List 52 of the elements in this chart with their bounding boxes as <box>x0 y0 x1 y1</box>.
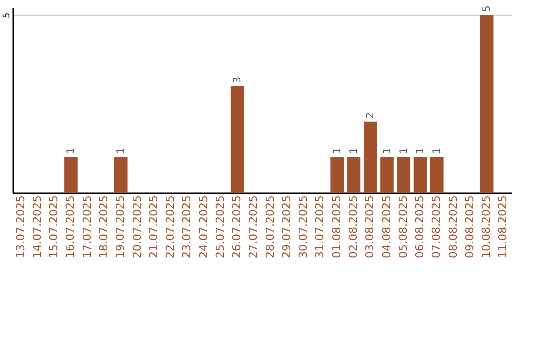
x-tick-label: 20.07.2025 <box>130 196 144 258</box>
data-label: 5 <box>482 6 494 12</box>
bar <box>430 157 444 193</box>
x-tick-label: 05.08.2025 <box>396 196 410 258</box>
bar <box>230 86 244 193</box>
x-tick-label: 15.07.2025 <box>48 196 61 258</box>
x-tick-label: 26.07.2025 <box>230 196 244 258</box>
x-tick-label: 14.07.2025 <box>30 196 44 258</box>
x-tick-label: 08.08.2025 <box>446 196 460 258</box>
x-tick-label: 06.08.2025 <box>414 196 427 258</box>
data-label: 1 <box>116 148 128 154</box>
data-label: 1 <box>382 148 394 154</box>
data-label: 3 <box>232 76 244 84</box>
x-tick-label: 30.07.2025 <box>297 196 310 258</box>
x-tick-label: 27.07.2025 <box>247 196 260 258</box>
data-label: 1 <box>398 148 410 154</box>
x-tick-label: 22.07.2025 <box>164 196 178 258</box>
data-label: 1 <box>66 148 78 154</box>
data-label: 1 <box>432 148 444 154</box>
data-label: 1 <box>348 148 360 154</box>
bar <box>414 157 428 193</box>
x-tick-label: 23.07.2025 <box>180 196 194 258</box>
x-tick-label: 13.07.2025 <box>14 196 28 258</box>
x-tick-label: 10.08.2025 <box>480 196 494 258</box>
x-tick-label: 04.08.2025 <box>380 196 394 258</box>
x-tick-label: 31.07.2025 <box>314 196 327 258</box>
bar <box>347 157 361 193</box>
bar <box>330 157 344 193</box>
x-tick-label: 21.07.2025 <box>147 196 160 258</box>
x-tick-label: 18.07.2025 <box>97 196 110 258</box>
bar <box>480 15 494 193</box>
bar <box>114 157 128 193</box>
data-label: 1 <box>332 148 344 154</box>
x-tick-label: 28.07.2025 <box>264 196 277 258</box>
x-tick-label: 25.07.2025 <box>214 196 227 258</box>
bar <box>380 157 394 193</box>
x-tick-label: 03.08.2025 <box>364 196 377 258</box>
x-tick-label: 02.08.2025 <box>346 196 360 258</box>
x-tick-label: 17.07.2025 <box>80 196 94 258</box>
bar <box>64 157 78 193</box>
x-tick-label: 29.07.2025 <box>280 196 294 258</box>
data-label: 2 <box>366 112 377 119</box>
x-tick-label: 19.07.2025 <box>114 196 128 258</box>
x-tick-label: 01.08.2025 <box>330 196 344 258</box>
bar <box>397 157 411 193</box>
x-tick-label: 09.08.2025 <box>463 196 476 258</box>
x-tick-label: 07.08.2025 <box>430 196 444 258</box>
data-label: 1 <box>416 148 427 154</box>
bar <box>364 122 378 193</box>
x-tick-label: 16.07.2025 <box>64 196 78 258</box>
x-tick-label: 24.07.2025 <box>197 196 210 258</box>
x-tick-label: 11.08.2025 <box>496 196 510 258</box>
